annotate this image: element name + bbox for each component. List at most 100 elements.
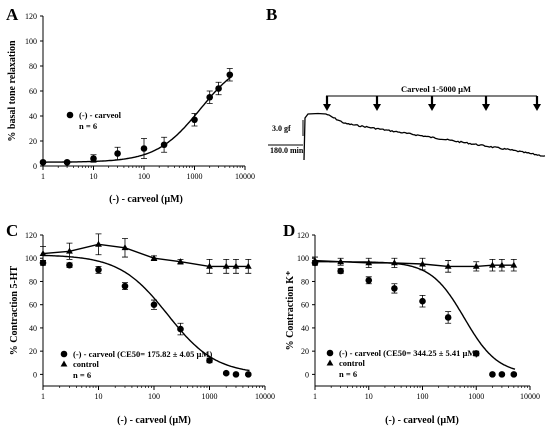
panel-d-y-tick-label: 20 [301,347,309,356]
panel-c-point-circle [95,266,102,274]
panel-c-point-circle [244,371,252,378]
panel-c-legend-entry: (-) - carveol (CE50= 175.82 ± 4.05 µM) [73,349,212,359]
panel-c-point-triangle [232,262,240,269]
panel-c-point-circle [232,371,240,378]
panel-a-point-circle [215,85,222,92]
panel-c-y-axis-label: % Contraction 5-HT [9,265,20,355]
panel-c-point-triangle [244,262,252,269]
trace-b-arrow-head [482,104,490,111]
panel-c-point-triangle [206,262,213,269]
panel-a-legend-marker-circle [66,111,74,119]
panel-a-y-tick-label: 0 [33,162,37,171]
panel-d-legend-marker-circle [326,349,334,357]
trace-b-recording [303,112,546,161]
panel-d-legend-entry: (-) - carveol (CE50= 344.25 ± 5.41 µM) [339,348,478,358]
panel-d-x-axis-label: (-) - carveol (µM) [385,415,459,426]
panel-c-series-control [39,233,252,274]
panel-a-point-circle [206,93,214,101]
panel-a-x-tick-label: 10 [90,172,98,181]
panel-c-series-carveol [39,254,252,378]
panel-c-legend-entry: control [73,359,99,369]
panel-a-point-circle [114,150,121,157]
panel-c-x-tick-label: 10000 [255,392,275,401]
panel-a-line [43,76,232,163]
panel-c-point-triangle [95,240,102,247]
panel-d-y-tick-label: 100 [297,254,309,263]
panel-a-point-circle [140,145,148,152]
panel-letter-b: B [266,5,277,24]
panel-a-x-tick-label: 100 [138,172,150,181]
panel-d-x-tick-label: 1 [313,392,317,401]
panel-letter-a: A [6,5,19,24]
panel-d-point-triangle [337,258,345,265]
panel-a-point-circle [160,141,168,149]
panel-d-y-tick-label: 40 [301,324,309,333]
panel-d-y-axis-label: % Contraction K⁺ [285,271,296,351]
trace-b-scale-force: 3.0 gf [272,124,291,133]
panel-c-y-tick-label: 80 [29,277,37,286]
panel-c-x-tick-label: 10 [95,392,103,401]
panel-a-x-tick-label: 1000 [187,172,203,181]
panel-a-point-circle [90,155,97,162]
panel-a-point-circle [226,71,234,79]
panel-d-point-triangle [444,262,452,269]
panel-c-legend: (-) - carveol (CE50= 175.82 ± 4.05 µM)co… [60,349,212,380]
panel-a-x-tick-label: 1 [41,172,45,181]
panel-c-x-axis-label: (-) - carveol (µM) [117,415,191,426]
trace-b-arrow-head [533,104,541,111]
panel-c-x-tick-label: 100 [148,392,160,401]
panel-a-y-tick-label: 120 [25,12,37,21]
panel-c-y-tick-label: 40 [29,324,37,333]
panel-c-point-circle [121,282,129,290]
panel-c-y-tick-label: 100 [25,254,37,263]
panel-c-point-triangle [177,258,184,265]
panel-c-point-circle [150,301,158,308]
panel-d-point-circle [419,297,426,305]
panel-c-y-tick-label: 0 [33,370,37,379]
panel-a-point-circle [63,158,71,166]
panel-c-y-tick-label: 60 [29,301,37,310]
panel-d-point-circle [337,267,344,275]
panel-c-point-triangle [66,247,73,254]
trace-b-label: Carveol 1-5000 µM [401,84,471,94]
panel-a-point-circle [191,116,198,124]
trace-b-arrow-head [373,104,381,111]
panel-d-point-triangle [390,259,398,266]
panel-d-point-circle [498,371,506,378]
panel-d-y-tick-label: 0 [305,370,309,379]
panel-d-legend-marker-triangle [326,359,334,366]
trace-b-arrow-head [428,104,436,111]
panel-d-x-tick-label: 10 [365,392,373,401]
panel-a-y-tick-label: 20 [29,137,37,146]
panel-c-legend-marker-triangle [60,360,68,367]
panel-d-point-circle [444,314,452,321]
panel-d-point-circle [365,277,373,284]
panel-c-point-circle [222,369,230,377]
panel-c-point-triangle [222,262,230,269]
trace-b-arrows [323,96,541,111]
panel-a-y-axis-label: % basal tone relaxation [7,40,18,142]
panel-a-y-tick-label: 60 [29,87,37,96]
trace-b-arrow-head [323,104,331,111]
panel-d-point-triangle [419,260,426,267]
panel-d-series-control [311,256,518,273]
panel-d-point-triangle [472,262,480,269]
panel-d-legend-n: n = 6 [339,369,357,379]
panel-d-line [314,259,514,268]
panel-d-y-tick-label: 80 [301,277,309,286]
panel-a-x-tick-label: 10000 [235,172,255,181]
panel-d-point-triangle [311,256,319,263]
panel-letter-c: C [6,221,18,240]
trace-b-scale-time: 180.0 min [270,146,304,155]
panel-c-point-circle [66,261,73,269]
panel-a-point-circle [39,158,47,166]
panel-c-point-triangle [121,244,129,251]
panel-c-line [42,243,249,268]
panel-b: Carveol 1-5000 µM 3.0 gf 180.0 min [268,84,546,161]
panel-a-x-axis-label: (-) - carveol (µM) [109,194,183,205]
panel-d-x-tick-label: 1000 [468,392,484,401]
panel-c-x-tick-label: 1 [41,392,45,401]
